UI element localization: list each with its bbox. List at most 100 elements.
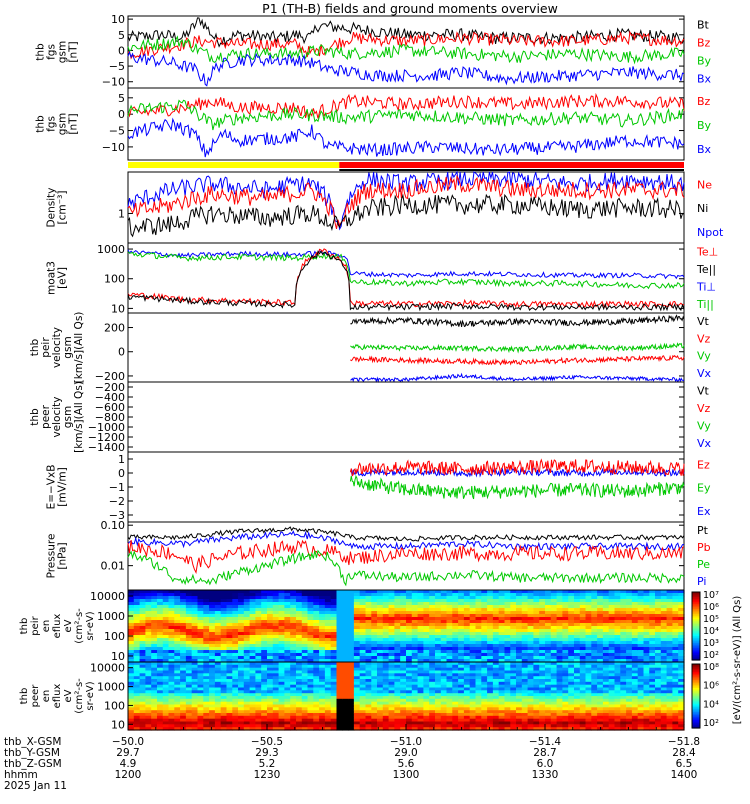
spectrogram-cell <box>203 670 210 674</box>
spectrogram-cell <box>591 707 598 711</box>
spectrogram-cell <box>620 662 627 666</box>
spectrogram-cell <box>435 693 442 697</box>
spectrogram-cell <box>492 664 500 669</box>
spectrogram-cell <box>492 596 500 600</box>
spectrogram-cell <box>220 673 228 677</box>
spectrogram-cell <box>162 664 170 669</box>
spectrogram-cell <box>660 626 668 630</box>
spectrogram-cell <box>492 673 500 677</box>
spectrogram-cell <box>492 599 500 603</box>
spectrogram-cell <box>452 641 459 645</box>
spectrogram-cell <box>406 635 413 639</box>
spectrogram-cell <box>614 653 621 657</box>
colorbar-segment <box>692 720 700 723</box>
spectrogram-cell <box>162 611 170 615</box>
spectrogram-cell <box>585 704 592 708</box>
spectrogram-cell <box>330 644 338 648</box>
spectrogram-cell <box>678 602 685 606</box>
spectrogram-cell <box>353 623 361 627</box>
spectrogram-cell <box>353 693 361 697</box>
spectrogram-cell <box>394 644 401 648</box>
spectrogram-cell <box>487 629 494 633</box>
spectrogram-cell <box>666 638 673 642</box>
spectrogram-cell <box>180 653 187 657</box>
series-line-Vz <box>350 354 685 366</box>
spectrogram-cell <box>458 596 465 600</box>
spectrogram-cell <box>458 667 465 672</box>
spectrogram-cell <box>411 650 419 654</box>
spectrogram-cell <box>562 679 569 683</box>
spectrogram-cell <box>458 687 465 691</box>
spectrogram-cell <box>423 632 430 636</box>
spectrogram-cell <box>643 690 650 694</box>
spectrogram-cell <box>174 718 181 723</box>
spectrogram-cell <box>400 696 407 700</box>
spectrogram-cell <box>556 593 563 597</box>
spectrogram-cell <box>377 632 384 636</box>
spectrogram-cell <box>220 698 228 703</box>
spectrogram-cell <box>197 590 204 594</box>
spectrogram-cell <box>197 596 204 600</box>
spectrogram-cell <box>313 620 320 624</box>
spectrogram-cell <box>458 641 465 645</box>
spectrogram-cell <box>406 605 413 609</box>
spectrogram-cell <box>214 679 222 683</box>
spectrogram-cell <box>238 641 245 645</box>
spectrogram-cell <box>185 673 193 677</box>
spectrogram-cell <box>498 629 506 633</box>
spectrogram-cell <box>214 590 222 594</box>
spectrogram-cell <box>516 590 523 594</box>
spectrogram-cell <box>406 596 413 600</box>
x-axis-row-label: thb_Z-GSM <box>4 758 62 770</box>
spectrogram-cell <box>562 626 569 630</box>
spectrogram-cell <box>637 620 645 624</box>
spectrogram-cell <box>591 681 598 686</box>
spectrogram-cell <box>539 617 546 621</box>
spectrogram-cell <box>394 656 401 660</box>
spectrogram-cell <box>174 724 181 728</box>
spectrogram-cell <box>672 721 679 725</box>
spectrogram-cell <box>411 684 419 689</box>
spectrogram-cell <box>139 718 146 723</box>
spectrogram-cell <box>678 662 685 666</box>
spectrogram-cell <box>324 629 332 633</box>
spectrogram-cell <box>319 679 326 683</box>
spectrogram-cell <box>585 635 592 639</box>
spectrogram-cell <box>168 611 175 615</box>
spectrogram-cell <box>597 659 604 663</box>
spectrogram-cell <box>336 617 343 621</box>
spectrogram-cell <box>342 707 349 711</box>
colorbar-segment <box>692 653 700 656</box>
spectrogram-cell <box>226 602 233 606</box>
spectrogram-cell <box>574 713 581 717</box>
spectrogram-cell <box>382 701 390 706</box>
spectrogram-cell <box>516 656 523 660</box>
spectrogram-cell <box>574 596 581 600</box>
spectrogram-cell <box>608 638 616 642</box>
spectrogram-cell <box>133 727 141 731</box>
spectrogram-cell <box>487 614 494 618</box>
spectrogram-cell <box>678 698 685 703</box>
spectrogram-cell <box>394 608 401 612</box>
spectrogram-cell <box>324 687 332 691</box>
spectrogram-cell <box>510 707 517 711</box>
spectrogram-cell <box>643 656 650 660</box>
spectrogram-cell <box>162 638 170 642</box>
spectrogram-cell <box>278 641 285 645</box>
spectrogram-cell <box>128 721 135 725</box>
spectrogram-cell <box>620 593 627 597</box>
spectrogram-cell <box>139 676 146 680</box>
x-axis-value: 1400 <box>671 769 698 781</box>
y-axis-label: [nT] <box>68 41 80 62</box>
y-tick-label: −800 <box>95 411 125 424</box>
spectrogram-cell <box>591 696 598 700</box>
spectrogram-cell <box>272 626 280 630</box>
spectrogram-cell <box>139 659 146 663</box>
spectrogram-cell <box>307 721 314 725</box>
spectrogram-cell <box>185 605 193 609</box>
spectrogram-cell <box>157 715 164 720</box>
spectrogram-cell <box>168 620 175 624</box>
spectrogram-cell <box>458 659 465 663</box>
spectrogram-cell <box>539 673 546 677</box>
spectrogram-cell <box>556 724 563 728</box>
